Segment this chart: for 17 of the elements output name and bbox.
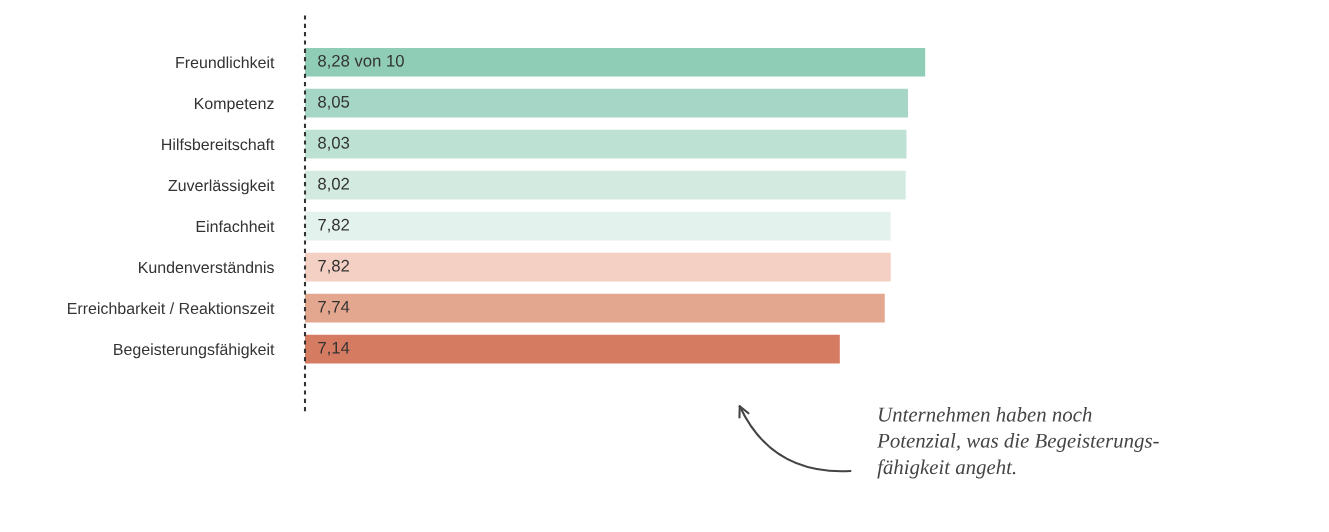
annotation: Unternehmen haben noch Potenzial, was die Begeisterungs- fähigkeit angeht. (877, 406, 1159, 479)
y-tick-label: Kompetenz (194, 98, 274, 113)
data-label: 7,82 (318, 218, 350, 233)
y-tick-label: Hilfsbereitschaft (162, 138, 275, 151)
y-tick-label: Freundlichkeit (176, 56, 275, 69)
y-tick-label: Erreichbarkeit / Reaktionszeit (68, 302, 275, 315)
y-tick-label: Begeisterungsfähigkeit (114, 343, 275, 359)
data-label: 8,03 (318, 136, 350, 151)
data-label: 8,02 (318, 177, 350, 192)
y-tick-label: Zuverlässigkeit (168, 179, 275, 195)
data-label: 7,74 (318, 300, 350, 315)
data-label: 7,82 (318, 259, 350, 274)
y-tick-label: Einfachheit (196, 220, 275, 233)
data-label: 8,28 von 10 (318, 54, 404, 69)
data-label: 8,05 (318, 95, 350, 110)
data-label: 7,14 (318, 341, 350, 356)
y-tick-label: Kundenverständnis (139, 261, 274, 274)
